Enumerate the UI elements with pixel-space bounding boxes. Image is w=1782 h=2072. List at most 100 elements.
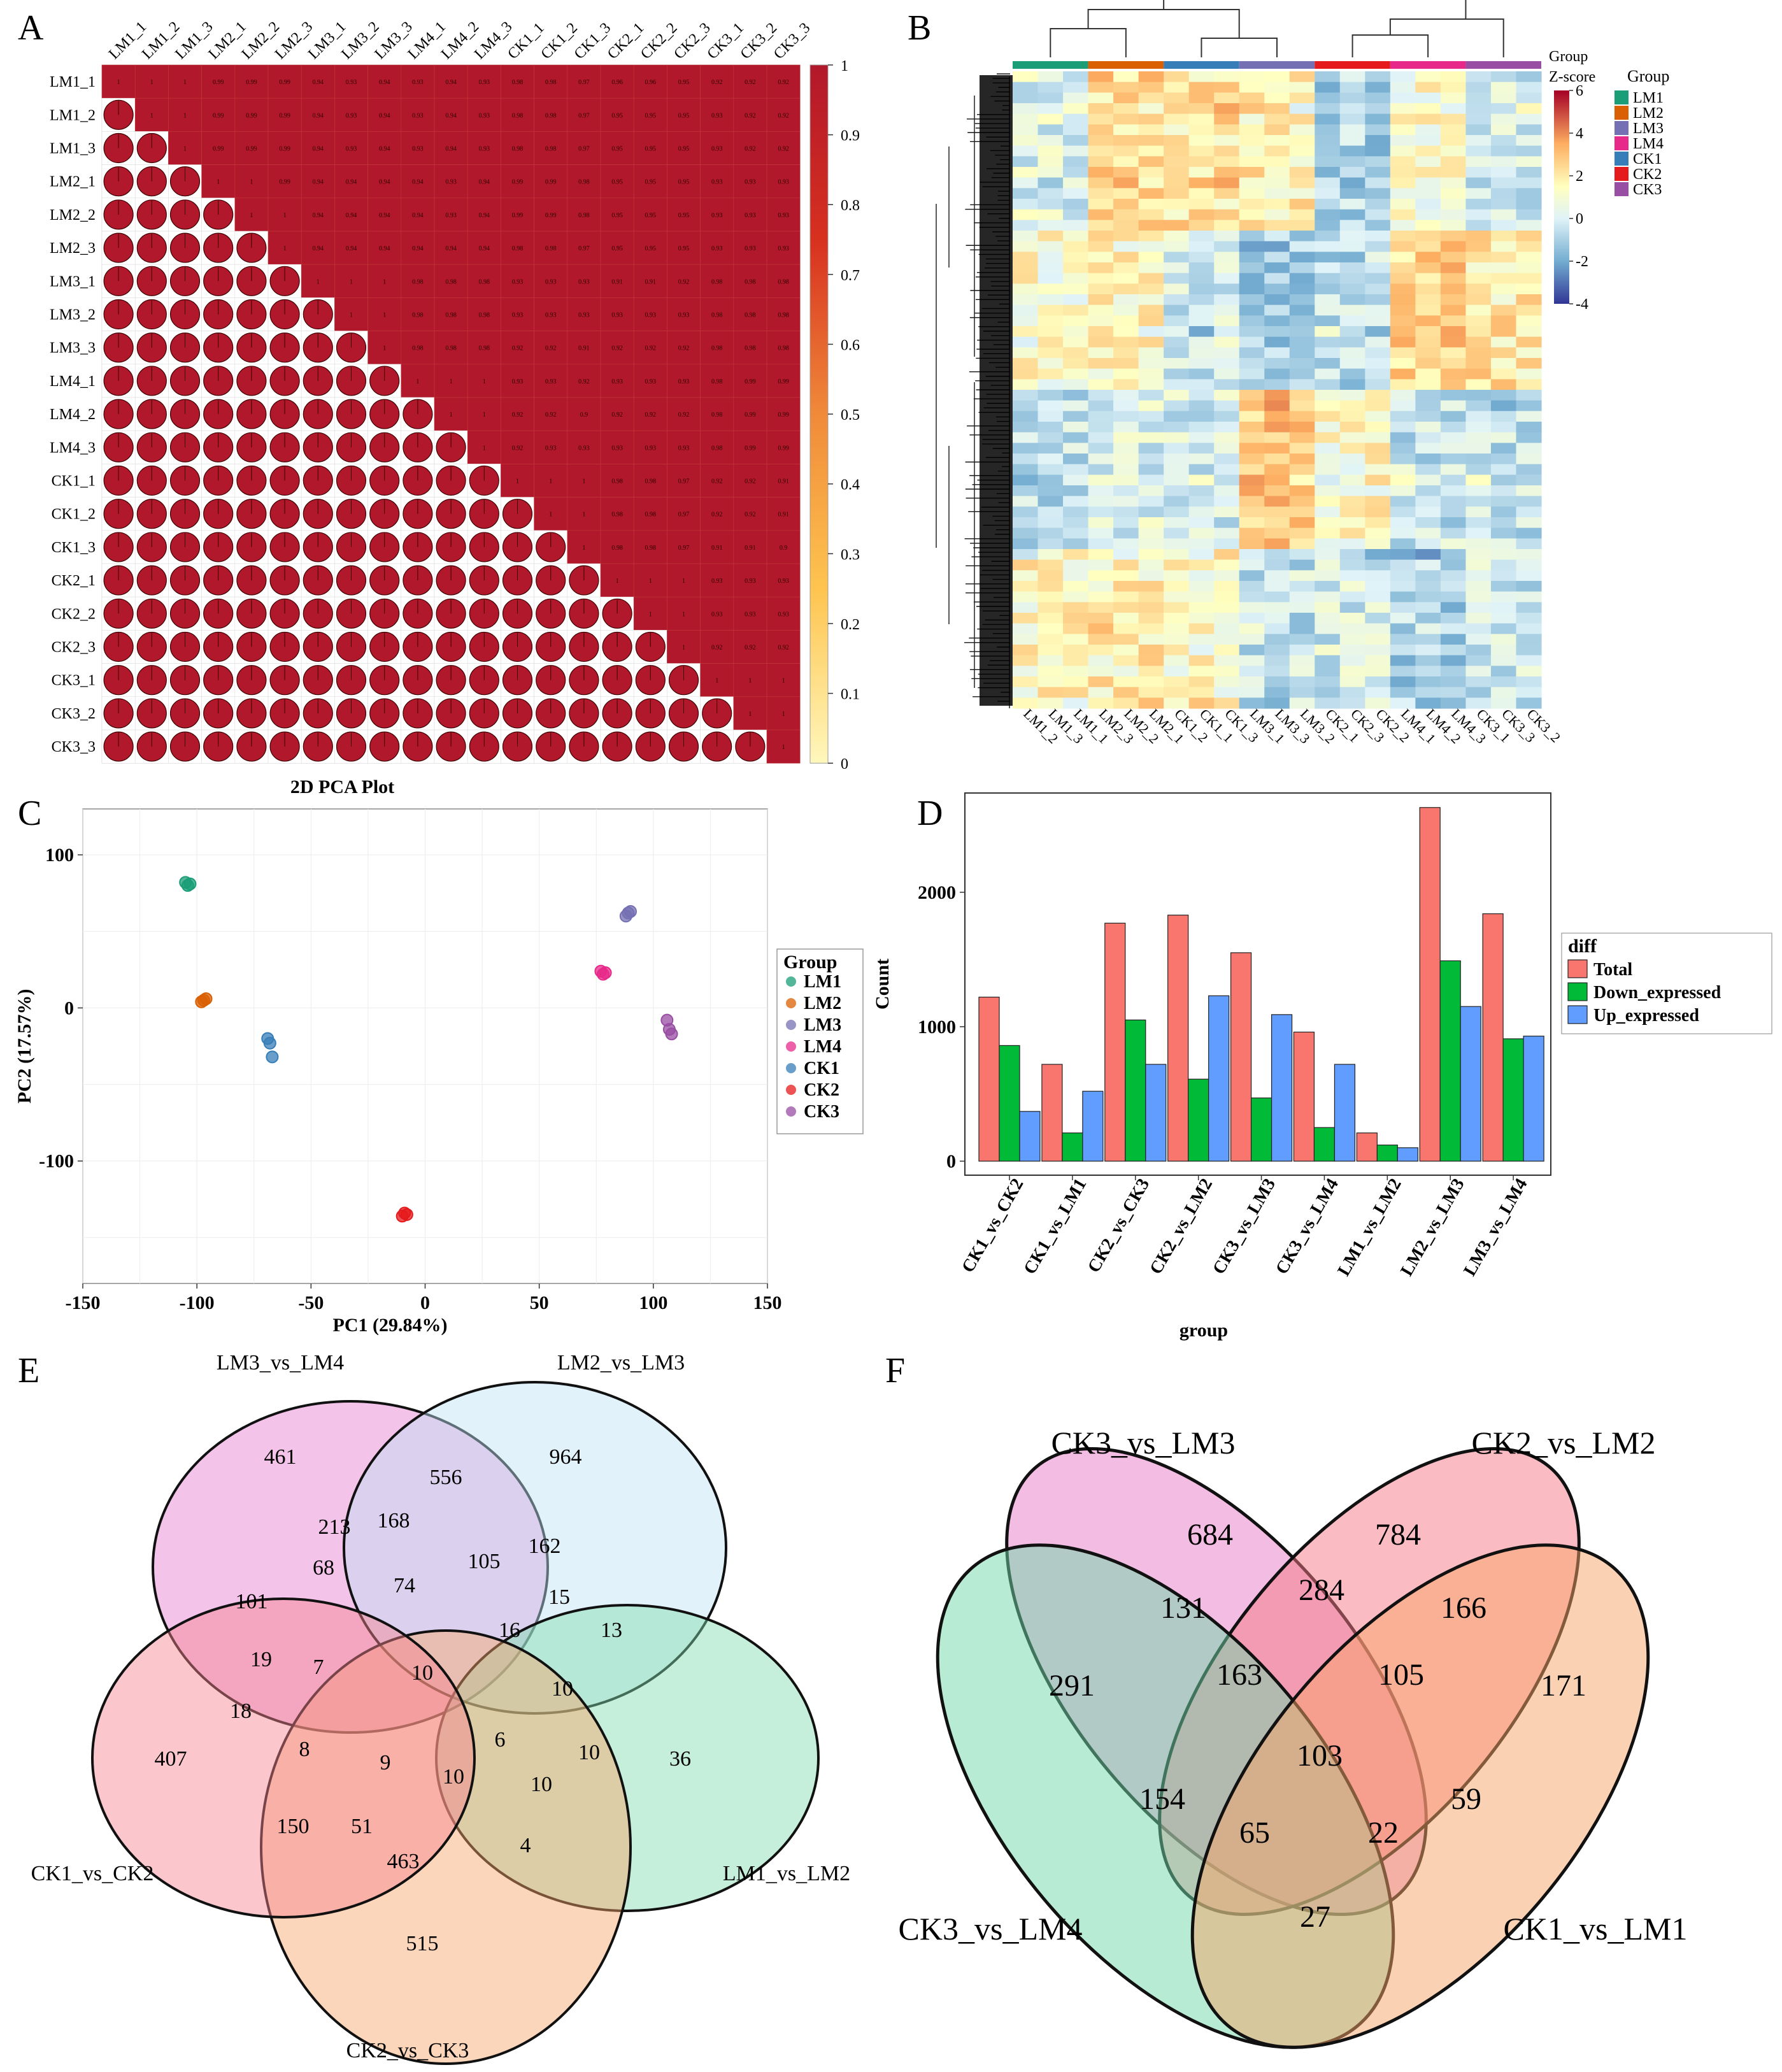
heatmap-cell [1088,527,1114,539]
heatmap-cell [1390,283,1416,295]
bar [1188,1078,1209,1162]
correlation-cell [234,197,269,232]
heatmap-cell [1239,400,1265,411]
heatmap-cell [1138,304,1164,316]
heatmap-cell [1013,676,1039,688]
heatmap-cell [1490,220,1517,231]
heatmap-cell [1440,666,1467,677]
heatmap-cell [1365,400,1391,411]
heatmap-cell [1264,103,1290,115]
heatmap-cell [1113,613,1139,624]
heatmap-cell [1490,326,1517,338]
correlation-value-label: 1 [682,611,685,618]
heatmap-cell [1490,145,1517,157]
heatmap-cell [1465,82,1492,93]
heatmap-cell [1214,464,1240,475]
heatmap-cell [1465,167,1492,178]
correlation-value-label: 0.94 [445,146,457,153]
heatmap-cell [1415,602,1441,613]
heatmap-cell [1013,209,1039,220]
heatmap-cell [1490,613,1517,624]
correlation-cell [700,663,734,697]
heatmap-cell [1063,697,1089,709]
correlation-value-label: 0.93 [645,312,657,319]
heatmap-cell [1390,485,1416,497]
heatmap-cell [1440,294,1467,306]
heatmap-cell [1037,326,1064,338]
pca-legend-label: CK2 [804,1080,839,1100]
heatmap-cell [1289,591,1315,603]
heatmap-cell [1465,570,1492,582]
heatmap-cell [1365,506,1391,518]
heatmap-cell [1113,527,1139,539]
heatmap-cell [1013,252,1039,263]
heatmap-cell [1440,623,1467,634]
heatmap-cell [1339,506,1365,518]
heatmap-cell [1516,199,1542,210]
heatmap-cell [1088,252,1114,263]
correlation-value-label: 0.92 [645,345,657,352]
heatmap-cell [1113,634,1139,645]
correlation-cell [700,297,734,331]
correlation-cell [667,131,701,165]
correlation-cell [667,97,701,132]
heatmap-cell [1037,655,1064,666]
heatmap-cell [1214,156,1240,168]
heatmap-cell [1365,82,1391,93]
x-axis-tick-label: -50 [298,1292,324,1313]
venn-diagram-five-sets: LM3_vs_LM4 LM2_vs_LM3LM1_vs_LM2CK2_vs_CK3… [31,1351,850,2065]
heatmap-cell [1365,124,1391,136]
heatmap-cell [1516,666,1542,677]
heatmap-cell [1415,368,1441,380]
heatmap-cell [1239,145,1265,157]
heatmap-cell [1365,220,1391,231]
heatmap-cell [1188,220,1215,231]
correlation-value-label: 0.93 [545,312,557,319]
heatmap-cell [1088,475,1114,486]
column-label: CK3_3 [771,20,813,62]
group-legend-label: CK1 [1633,151,1662,168]
correlation-value-label: 0.99 [213,146,224,153]
group-annotation-bar [1465,61,1541,69]
venn-region-count: 9 [380,1751,391,1775]
heatmap-cell [1465,273,1492,284]
heatmap-cell [1465,400,1492,411]
heatmap-cell [1138,294,1164,306]
heatmap-cell [1188,379,1215,390]
correlation-value-label: 0.97 [578,79,590,86]
heatmap-cell [1138,623,1164,634]
correlation-value-label: 0.93 [711,179,723,186]
heatmap-cell [1465,368,1492,380]
heatmap-cell [1365,645,1391,656]
venn-region-count: 291 [1049,1669,1095,1703]
x-axis-label: PC1 (29.84%) [333,1315,448,1336]
heatmap-cell [1339,156,1365,168]
heatmap-cell [1490,400,1517,411]
heatmap-cell [1490,347,1517,359]
correlation-value-label: 1 [383,278,386,285]
heatmap-cell [1138,92,1164,104]
correlation-cell [667,364,701,398]
pca-point [266,1050,279,1064]
heatmap-cell [1390,687,1416,698]
heatmap-cell [1239,358,1265,369]
heatmap-cell [1239,82,1265,93]
venn-set-label: CK3_vs_LM3 [1051,1425,1236,1461]
heatmap-cell [1164,326,1190,338]
row-label: LM2_2 [50,207,96,224]
heatmap-cell [1013,390,1039,401]
heatmap-cell [1214,71,1240,83]
correlation-cell [700,563,734,597]
correlation-value-label: 0.93 [711,245,723,252]
heatmap-cell [1013,304,1039,316]
heatmap-cell [1315,262,1341,274]
heatmap-cell [1239,485,1265,497]
heatmap-cell [1037,517,1064,529]
heatmap-cell [1188,432,1215,443]
pca-legend-marker [786,1106,796,1117]
venn-region-count: 463 [387,1850,420,1873]
heatmap-cell [1088,124,1114,136]
heatmap-cell [1390,475,1416,486]
correlation-value-label: 0.94 [313,79,324,86]
heatmap-cell [1516,464,1542,475]
